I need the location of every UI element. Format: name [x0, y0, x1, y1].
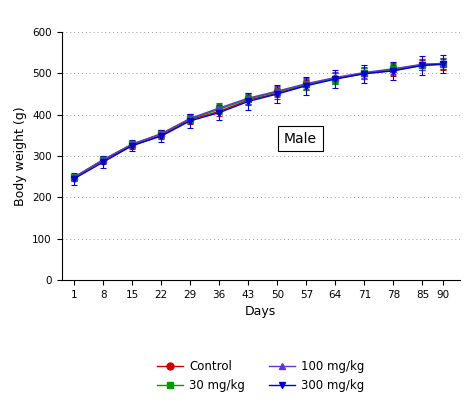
- Y-axis label: Body weight (g): Body weight (g): [14, 106, 27, 206]
- Legend: Control, 30 mg/kg, 100 mg/kg, 300 mg/kg: Control, 30 mg/kg, 100 mg/kg, 300 mg/kg: [157, 360, 364, 392]
- X-axis label: Days: Days: [245, 305, 276, 318]
- Text: Male: Male: [284, 132, 317, 146]
